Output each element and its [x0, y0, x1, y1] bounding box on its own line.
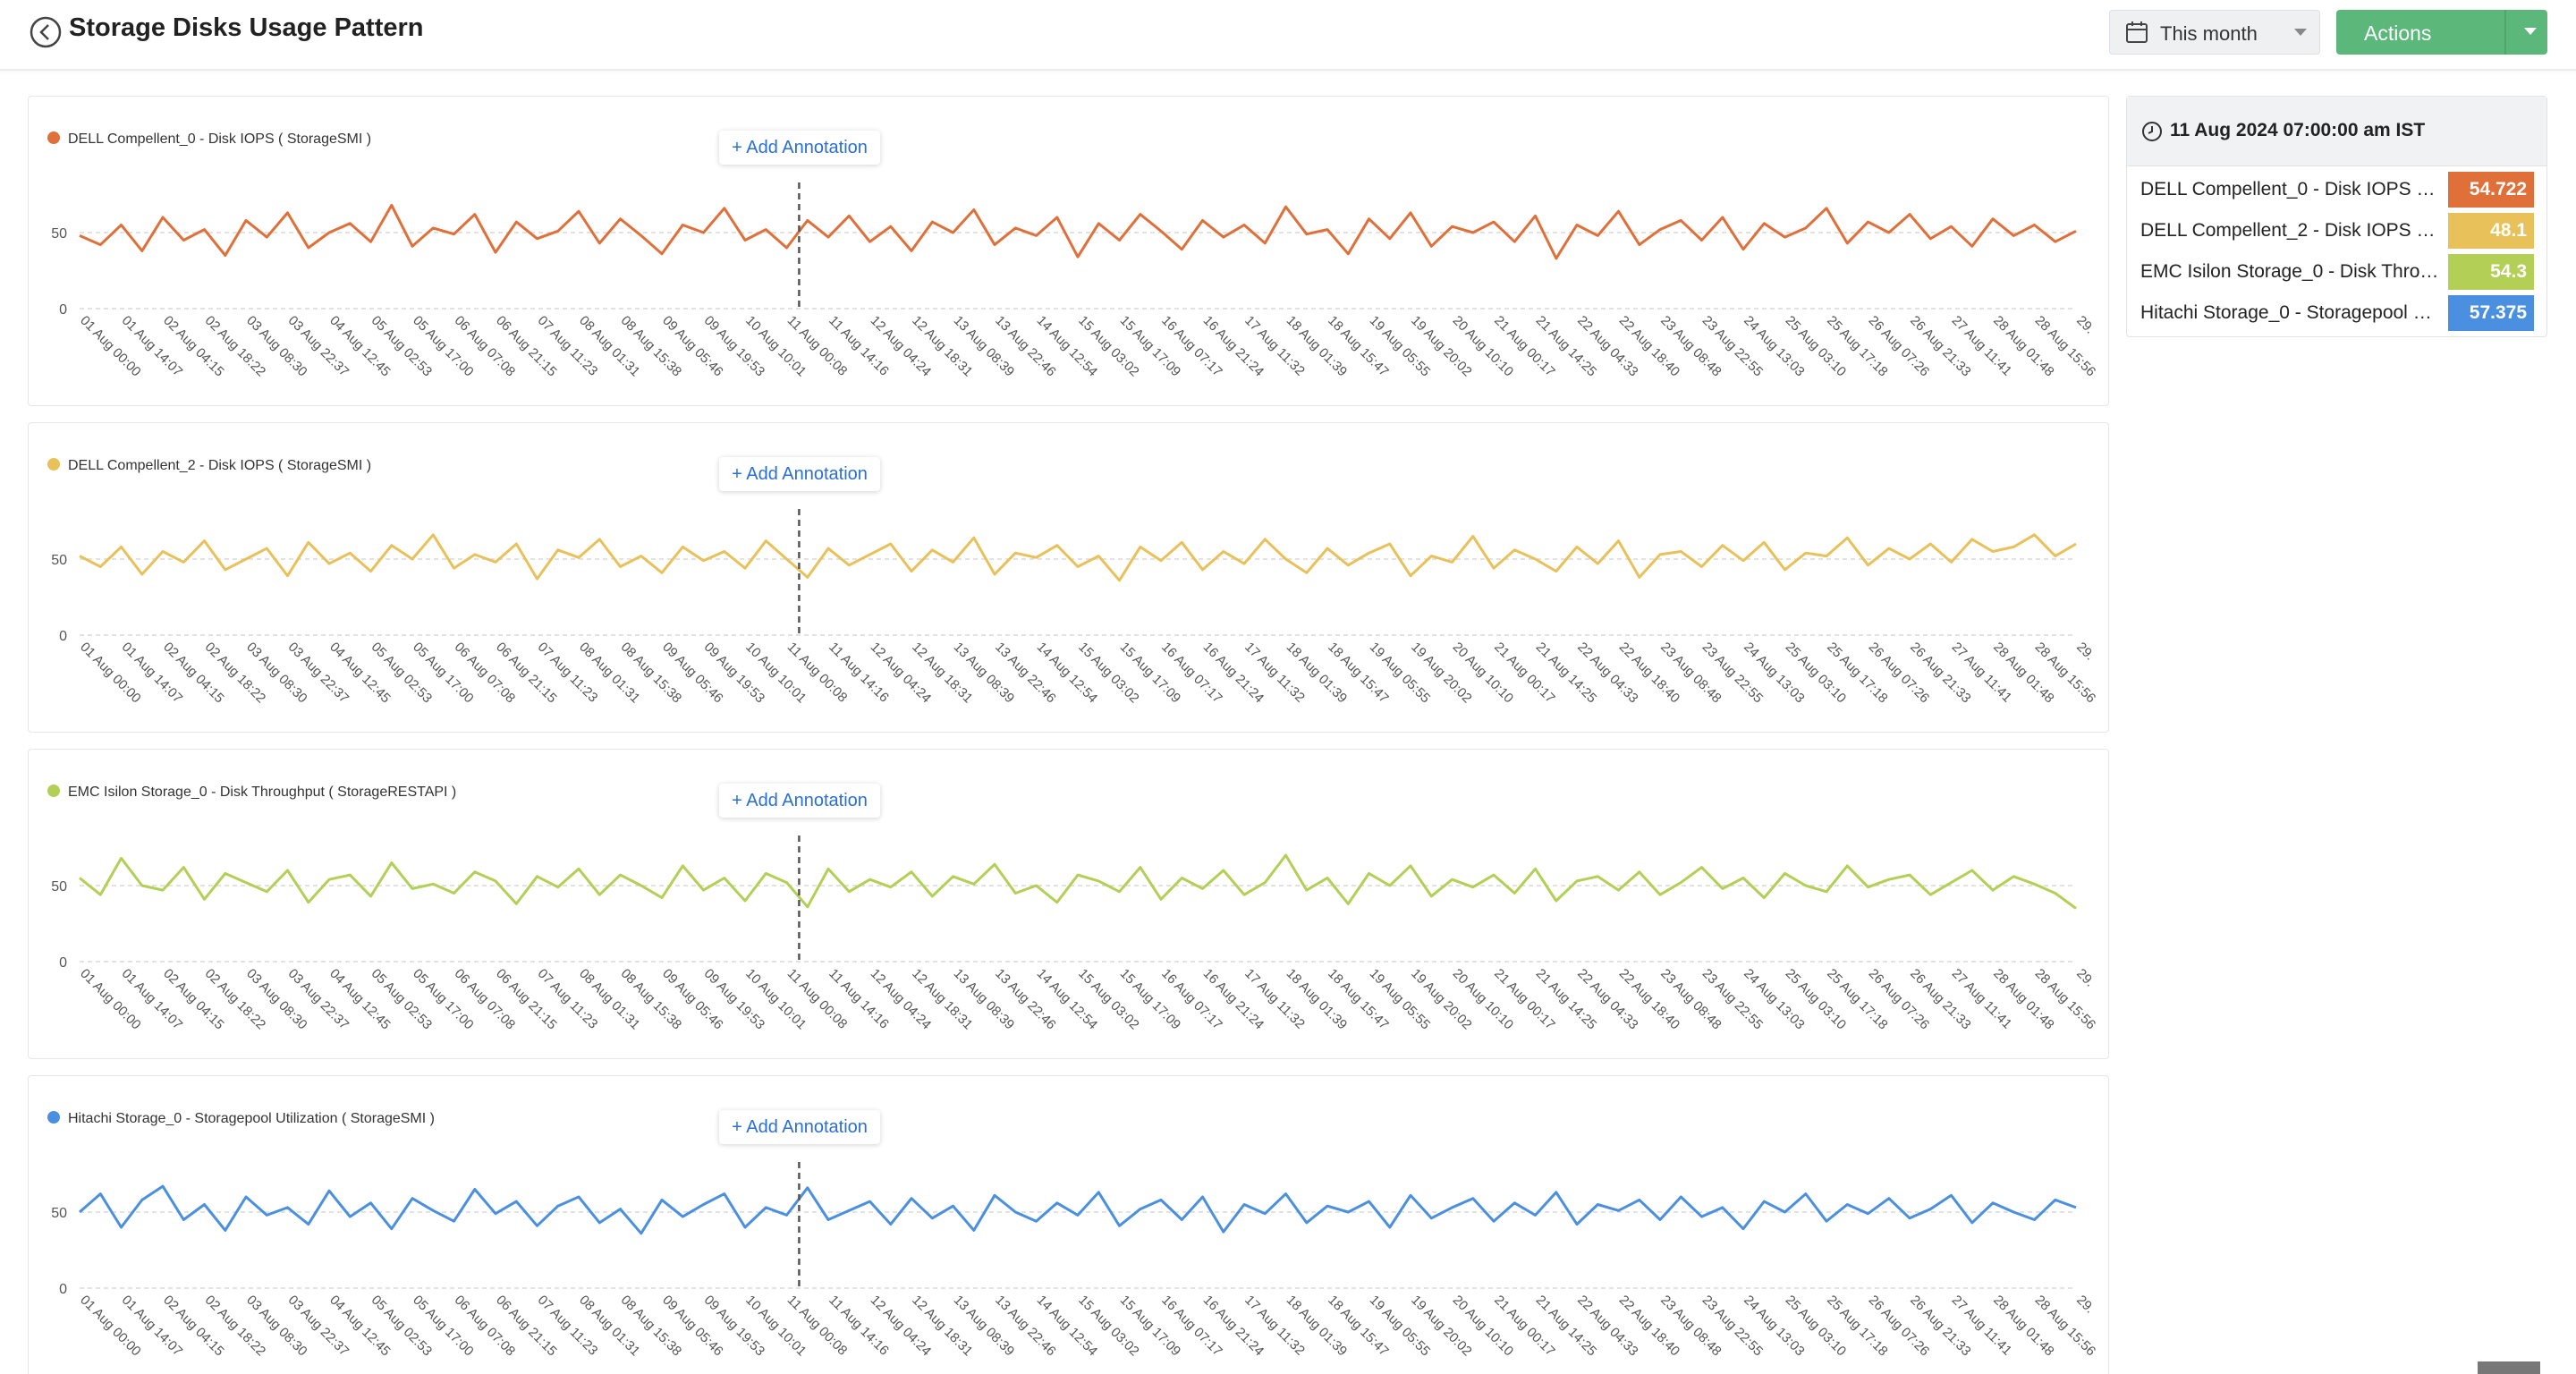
calendar-icon — [2126, 21, 2148, 43]
actions-label: Actions — [2364, 21, 2432, 45]
y-tick-label: 50 — [51, 1206, 67, 1221]
caret — [2524, 28, 2537, 35]
series-line — [79, 533, 2077, 582]
tooltip-series-name: Hitachi Storage_0 - Storagepool Utilizat… — [2140, 302, 2440, 323]
y-tick-label: 50 — [51, 226, 67, 242]
legend-swatch — [47, 1111, 60, 1124]
tooltip-panel: 11 Aug 2024 07:00:00 am IST DELL Compell… — [2126, 96, 2547, 337]
y-tick-label: 0 — [59, 1282, 67, 1297]
scroll-handle — [2478, 1361, 2540, 1374]
clock-icon — [2142, 122, 2162, 141]
chart-panel: 0 50 01 Aug 00:00 01 Aug 14:07 02 Aug 04:15 0… — [28, 749, 2109, 1059]
legend-label: DELL Compellent_0 - Disk IOPS ( StorageS… — [68, 131, 371, 147]
tooltip-value: 54.3 — [2448, 254, 2534, 290]
tooltip-series-name: EMC Isilon Storage_0 - Disk Throughput (… — [2140, 261, 2440, 282]
page-title: Storage Disks Usage Pattern — [69, 13, 424, 42]
chart-panel: 0 50 01 Aug 00:00 01 Aug 14:07 02 Aug 04:15 0… — [28, 1075, 2109, 1374]
y-tick-label: 0 — [59, 629, 67, 644]
x-tick-label: 29. — [2073, 640, 2097, 664]
legend-label: Hitachi Storage_0 - Storagepool Utilizat… — [68, 1111, 435, 1126]
legend-label: DELL Compellent_2 - Disk IOPS ( StorageS… — [68, 458, 371, 473]
series-line — [79, 203, 2077, 260]
tooltip-value: 48.1 — [2448, 213, 2534, 249]
x-tick-label: 29. — [2073, 966, 2097, 990]
tooltip-series-name: DELL Compellent_0 - Disk IOPS ( StorageS… — [2140, 179, 2440, 199]
tooltip-header: 11 Aug 2024 07:00:00 am IST — [2127, 97, 2546, 166]
y-tick-label: 0 — [59, 955, 67, 971]
x-tick-label: 29. — [2073, 313, 2097, 337]
series-line — [79, 1184, 2077, 1235]
y-tick-label: 50 — [51, 879, 67, 895]
tooltip-row: DELL Compellent_2 - Disk IOPS ( StorageS… — [2127, 213, 2546, 249]
chart-panel: 0 50 01 Aug 00:00 01 Aug 14:07 02 Aug 04:15 0… — [28, 96, 2109, 406]
y-tick-label: 50 — [51, 553, 67, 568]
tooltip-series-name: DELL Compellent_2 - Disk IOPS ( StorageS… — [2140, 220, 2440, 241]
tooltip-time: 11 Aug 2024 07:00:00 am IST — [2170, 120, 2426, 140]
period-dropdown[interactable]: This month — [2109, 10, 2320, 55]
add-annotation-button[interactable]: + Add Annotation — [719, 131, 880, 165]
add-annotation-button[interactable]: + Add Annotation — [719, 1110, 880, 1144]
legend-label: EMC Isilon Storage_0 - Disk Throughput (… — [68, 785, 456, 800]
chart-panel: 0 50 01 Aug 00:00 01 Aug 14:07 02 Aug 04:15 0… — [28, 422, 2109, 733]
x-tick-label: 29. — [2073, 1293, 2097, 1317]
tooltip-value: 57.375 — [2448, 295, 2534, 331]
back-button[interactable] — [30, 16, 62, 48]
tooltip-row: EMC Isilon Storage_0 - Disk Throughput (… — [2127, 254, 2546, 290]
tooltip-row: Hitachi Storage_0 - Storagepool Utilizat… — [2127, 295, 2546, 331]
tooltip-value: 54.722 — [2448, 172, 2534, 208]
add-annotation-button[interactable]: + Add Annotation — [719, 784, 880, 818]
caret — [2294, 29, 2307, 36]
period-label: This month — [2160, 22, 2258, 45]
add-annotation-button[interactable]: + Add Annotation — [719, 457, 880, 491]
legend-swatch — [47, 785, 60, 797]
tooltip-row: DELL Compellent_0 - Disk IOPS ( StorageS… — [2127, 172, 2546, 208]
legend-swatch — [47, 458, 60, 471]
actions-button[interactable]: Actions — [2336, 10, 2547, 55]
series-line — [79, 853, 2077, 910]
y-tick-label: 0 — [59, 302, 67, 318]
header: Storage Disks Usage Pattern This month A… — [0, 0, 2576, 71]
legend-swatch — [47, 131, 60, 144]
